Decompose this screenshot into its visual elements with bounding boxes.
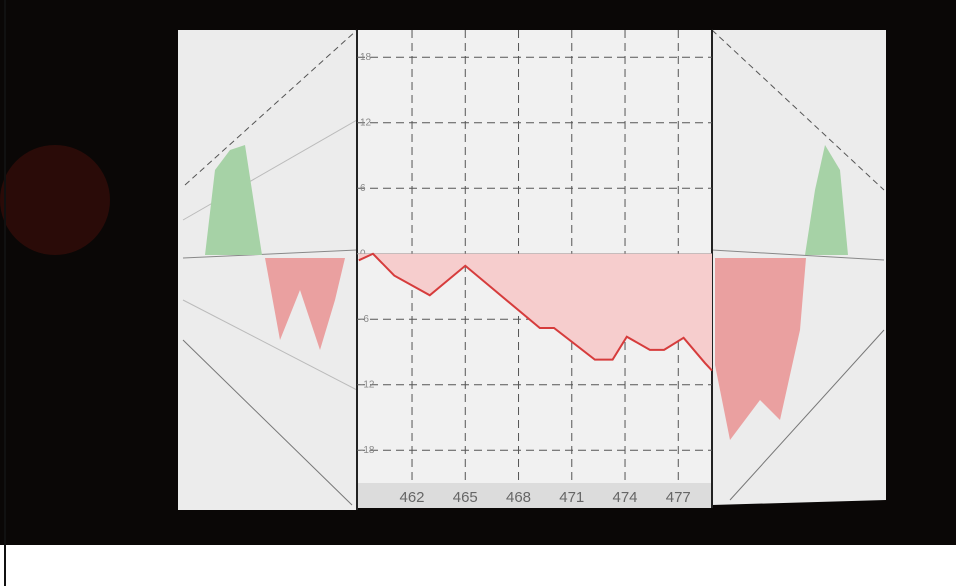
perspective-line <box>182 249 358 259</box>
x-tick-label: 474 <box>613 489 638 506</box>
perspective-line <box>729 329 885 501</box>
line <box>358 252 713 372</box>
gain-area <box>805 145 848 255</box>
y-tick-label: -12 <box>360 379 375 390</box>
x-tick-label: 462 <box>400 489 425 506</box>
perspective-line <box>711 29 885 191</box>
perspective-line <box>182 339 353 506</box>
loss-area <box>715 258 806 440</box>
x-tick-label: 465 <box>453 489 478 506</box>
x-axis-band <box>357 483 712 508</box>
gain-area <box>205 145 262 255</box>
y-tick-label: 18 <box>360 52 372 63</box>
loss-area <box>265 258 345 350</box>
y-tick-label: -18 <box>360 445 375 456</box>
perspective-line <box>182 299 358 391</box>
perspective-line <box>711 249 885 261</box>
perspective-line <box>184 29 358 186</box>
right-panel <box>711 29 886 505</box>
x-tick-label: 471 <box>559 489 584 506</box>
left-panel <box>178 29 358 510</box>
x-tick-label: 477 <box>666 489 691 506</box>
background-glow <box>0 145 110 255</box>
x-tick-label: 468 <box>506 489 531 506</box>
y-tick-label: -6 <box>360 314 369 325</box>
y-tick-label: 12 <box>360 117 372 128</box>
y-tick-label: 6 <box>360 183 366 194</box>
